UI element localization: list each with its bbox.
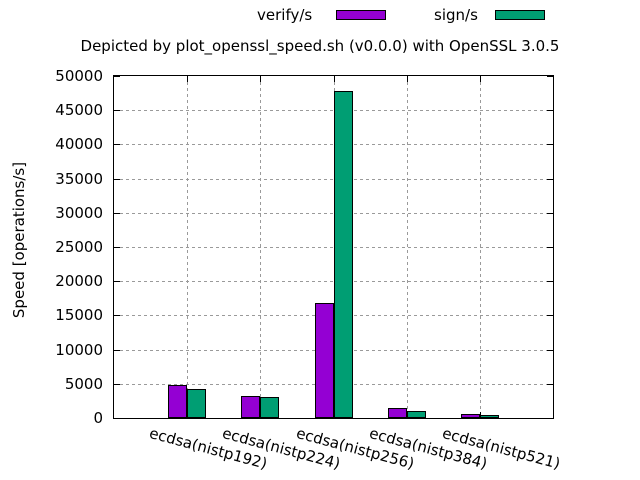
h-gridline	[114, 179, 553, 180]
legend-label-sign: sign/s	[434, 6, 478, 24]
y-tick-mark-left	[114, 315, 120, 316]
y-tick-mark-left	[114, 76, 120, 77]
x-tick-mark-bottom	[260, 412, 261, 418]
y-tick-mark-right	[547, 281, 553, 282]
bar-verify-s-ecdsa-nistp256	[315, 303, 334, 418]
x-tick-mark-top	[480, 76, 481, 82]
h-gridline	[114, 144, 553, 145]
legend-swatch-verify-icon	[336, 10, 387, 20]
bar-sign-s-ecdsa-nistp521	[480, 415, 499, 418]
plot-area	[113, 75, 554, 419]
y-tick-mark-left	[114, 281, 120, 282]
v-gridline	[407, 76, 408, 418]
y-tick-mark-left	[114, 247, 120, 248]
y-tick-mark-left	[114, 110, 120, 111]
y-tick-mark-right	[547, 350, 553, 351]
bar-verify-s-ecdsa-nistp384	[388, 408, 407, 418]
bar-verify-s-ecdsa-nistp521	[461, 414, 480, 418]
chart-title: Depicted by plot_openssl_speed.sh (v0.0.…	[80, 37, 560, 55]
x-tick-mark-bottom	[480, 412, 481, 418]
y-tick-label: 15000	[55, 306, 103, 324]
y-tick-mark-left	[114, 179, 120, 180]
y-tick-mark-right	[547, 213, 553, 214]
x-tick-mark-top	[407, 76, 408, 82]
y-tick-label: 10000	[55, 341, 103, 359]
y-tick-mark-right	[547, 247, 553, 248]
h-gridline	[114, 110, 553, 111]
y-tick-mark-right	[547, 144, 553, 145]
y-tick-mark-left	[114, 350, 120, 351]
y-tick-mark-left	[114, 384, 120, 385]
y-tick-mark-right	[547, 76, 553, 77]
x-tick-mark-top	[334, 76, 335, 82]
x-tick-mark-bottom	[334, 412, 335, 418]
legend-item-verify: verify/s	[257, 5, 387, 25]
y-tick-mark-right	[547, 179, 553, 180]
v-gridline	[187, 76, 188, 418]
legend-label-verify: verify/s	[257, 6, 313, 24]
v-gridline	[480, 76, 481, 418]
y-tick-mark-left	[114, 418, 120, 419]
y-tick-mark-right	[547, 384, 553, 385]
y-tick-mark-right	[547, 110, 553, 111]
h-gridline	[114, 213, 553, 214]
bar-sign-s-ecdsa-nistp256	[334, 91, 353, 418]
x-tick-mark-top	[187, 76, 188, 82]
y-tick-label: 25000	[55, 238, 103, 256]
h-gridline	[114, 281, 553, 282]
y-tick-label: 0	[93, 409, 103, 427]
bar-sign-s-ecdsa-nistp384	[407, 411, 426, 418]
y-tick-label: 40000	[55, 135, 103, 153]
legend-swatch-sign-icon	[494, 10, 545, 20]
y-tick-label: 35000	[55, 170, 103, 188]
v-gridline	[260, 76, 261, 418]
y-tick-label: 20000	[55, 272, 103, 290]
x-tick-mark-top	[260, 76, 261, 82]
y-tick-mark-right	[547, 418, 553, 419]
y-tick-label: 50000	[55, 67, 103, 85]
x-tick-mark-bottom	[187, 412, 188, 418]
x-tick-mark-bottom	[407, 412, 408, 418]
bar-sign-s-ecdsa-nistp224	[260, 397, 279, 418]
bar-verify-s-ecdsa-nistp192	[168, 385, 187, 418]
legend-item-sign: sign/s	[434, 5, 545, 25]
y-tick-label: 30000	[55, 204, 103, 222]
y-tick-label: 45000	[55, 101, 103, 119]
y-tick-mark-right	[547, 315, 553, 316]
y-tick-mark-left	[114, 213, 120, 214]
bar-sign-s-ecdsa-nistp192	[187, 389, 206, 418]
y-tick-mark-left	[114, 144, 120, 145]
y-tick-label: 5000	[64, 375, 103, 393]
bar-verify-s-ecdsa-nistp224	[241, 396, 260, 418]
h-gridline	[114, 247, 553, 248]
